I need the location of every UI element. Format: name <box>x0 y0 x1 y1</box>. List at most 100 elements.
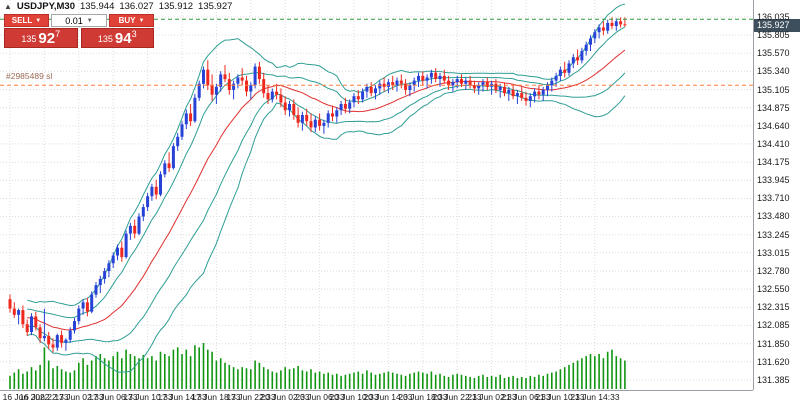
lot-dropdown-icon[interactable]: ▼ <box>86 17 93 24</box>
sell-button[interactable]: SELL ▼ <box>4 14 49 27</box>
buy-dropdown-icon[interactable]: ▼ <box>138 17 145 24</box>
candle-body-up <box>507 90 511 94</box>
buy-price-button[interactable]: 135 94 3 <box>80 28 154 48</box>
buy-price-point: 3 <box>131 29 137 39</box>
candle-body-up <box>193 97 197 122</box>
grid-lines <box>0 0 753 390</box>
candle-body-up <box>202 69 205 84</box>
candle-body-up <box>42 335 46 339</box>
sell-price-point: 7 <box>55 29 61 39</box>
candle-body-up <box>270 91 274 100</box>
candle-body-up <box>55 335 59 348</box>
buy-button[interactable]: BUY ▼ <box>109 14 154 27</box>
time-tick-label: 20 Jun 14:33 <box>363 392 413 402</box>
time-tick-label: 17 Jun 14:33 <box>157 392 207 402</box>
panel-toggle-icon[interactable]: ▲ <box>4 1 12 11</box>
candle-body-up <box>571 57 575 64</box>
candle-body-down <box>85 302 89 312</box>
chart-info-bar: ▲ USDJPY,M30 135.944 136.027 135.912 135… <box>4 1 232 12</box>
price-tick-label: 132.315 <box>757 302 790 312</box>
candle-wicks-down <box>9 17 626 353</box>
candle-body-down <box>154 186 158 195</box>
candle-body-down <box>279 94 283 103</box>
candle-body-up <box>184 113 188 125</box>
candle-body-up <box>554 75 558 81</box>
time-tick-label: 17 Jun 06:33 <box>88 392 138 402</box>
candle-body-down <box>503 86 506 94</box>
bollinger-band-line <box>27 26 626 319</box>
candle-body-up <box>455 79 459 83</box>
candle-body-up <box>352 96 356 103</box>
candle-body-up <box>451 82 455 86</box>
sell-button-label: SELL <box>11 16 33 25</box>
time-tick-label: 17 Jun 02:33 <box>54 392 104 402</box>
price-tick-label: 133.710 <box>757 193 790 203</box>
candle-body-down <box>343 104 347 109</box>
price-tick-label: 134.875 <box>757 103 790 113</box>
price-tick-label: 135.570 <box>757 48 790 58</box>
candle-wicks-up <box>18 18 617 351</box>
time-tick-label: 17 Jun 22:33 <box>226 392 276 402</box>
time-axis[interactable]: 16 Jun 2022 16 Jun 22:33 17 Jun 02:33 17 Ju… <box>0 390 753 402</box>
candle-body-up <box>589 38 592 45</box>
order-sl-label[interactable]: #2985489 sl <box>6 71 53 81</box>
bar-open-value: 135.944 <box>80 1 115 12</box>
candle-body-down <box>318 119 322 126</box>
lot-size-input[interactable]: 0.01 ▼ <box>51 14 107 27</box>
candle-body-up <box>141 207 145 217</box>
candle-body-down <box>283 102 287 111</box>
candle-body-up <box>163 163 167 175</box>
candle-body-down <box>331 113 334 117</box>
candle-body-up <box>64 339 68 343</box>
volume-bars <box>9 343 626 389</box>
candle-body-down <box>12 308 16 315</box>
candle-body-down <box>623 24 627 26</box>
time-tick-label: 16 Jun 22:33 <box>19 392 69 402</box>
candle-body-down <box>227 79 231 90</box>
candle-body-up <box>111 255 115 264</box>
candle-body-up <box>128 225 132 234</box>
candle-body-up <box>30 316 33 332</box>
candle-body-up <box>429 72 433 78</box>
candle-body-up <box>98 278 102 286</box>
candle-body-up <box>593 32 597 39</box>
candle-body-up <box>171 146 175 169</box>
price-axis[interactable]: 135.927 136.035 135.805 135.570 135.340 135.… <box>753 0 800 390</box>
candle-body-down <box>305 115 309 122</box>
price-tick-label: 134.410 <box>757 139 790 149</box>
candle-body-down <box>399 80 403 84</box>
time-tick-label: 21 Jun 14:33 <box>570 392 620 402</box>
candle-body-up <box>124 233 128 257</box>
price-chart-canvas[interactable] <box>0 0 753 390</box>
candle-body-down <box>468 80 472 86</box>
candle-body-up <box>541 90 545 95</box>
price-tick-label: 134.640 <box>757 121 790 131</box>
candle-body-up <box>313 119 317 128</box>
candle-body-up <box>150 186 154 197</box>
sell-dropdown-icon[interactable]: ▼ <box>35 17 42 24</box>
candle-body-up <box>584 44 588 51</box>
candle-body-up <box>438 75 442 79</box>
bollinger-band-line <box>27 72 626 343</box>
candle-body-up <box>339 104 343 111</box>
candle-body-up <box>515 93 519 97</box>
candle-body-up <box>481 82 485 86</box>
time-tick-label: 21 Jun 02:33 <box>467 392 517 402</box>
candle-body-up <box>232 83 236 90</box>
candle-body-up <box>335 110 339 117</box>
price-tick-label: 135.105 <box>757 85 790 95</box>
sell-price-button[interactable]: 135 92 7 <box>4 28 78 48</box>
candle-body-up <box>567 63 571 73</box>
candle-body-up <box>288 104 291 111</box>
candle-body-up <box>180 124 184 137</box>
candle-body-down <box>34 316 38 328</box>
candle-body-down <box>210 85 214 95</box>
candle-body-up <box>159 174 162 195</box>
candle-body-up <box>477 85 481 89</box>
price-tick-label: 133.945 <box>757 175 790 185</box>
bar-close-value: 135.927 <box>198 1 233 12</box>
candle-body-up <box>365 86 369 92</box>
candle-body-down <box>296 115 300 123</box>
price-tick-label: 131.385 <box>757 375 790 385</box>
candle-body-up <box>558 69 562 76</box>
